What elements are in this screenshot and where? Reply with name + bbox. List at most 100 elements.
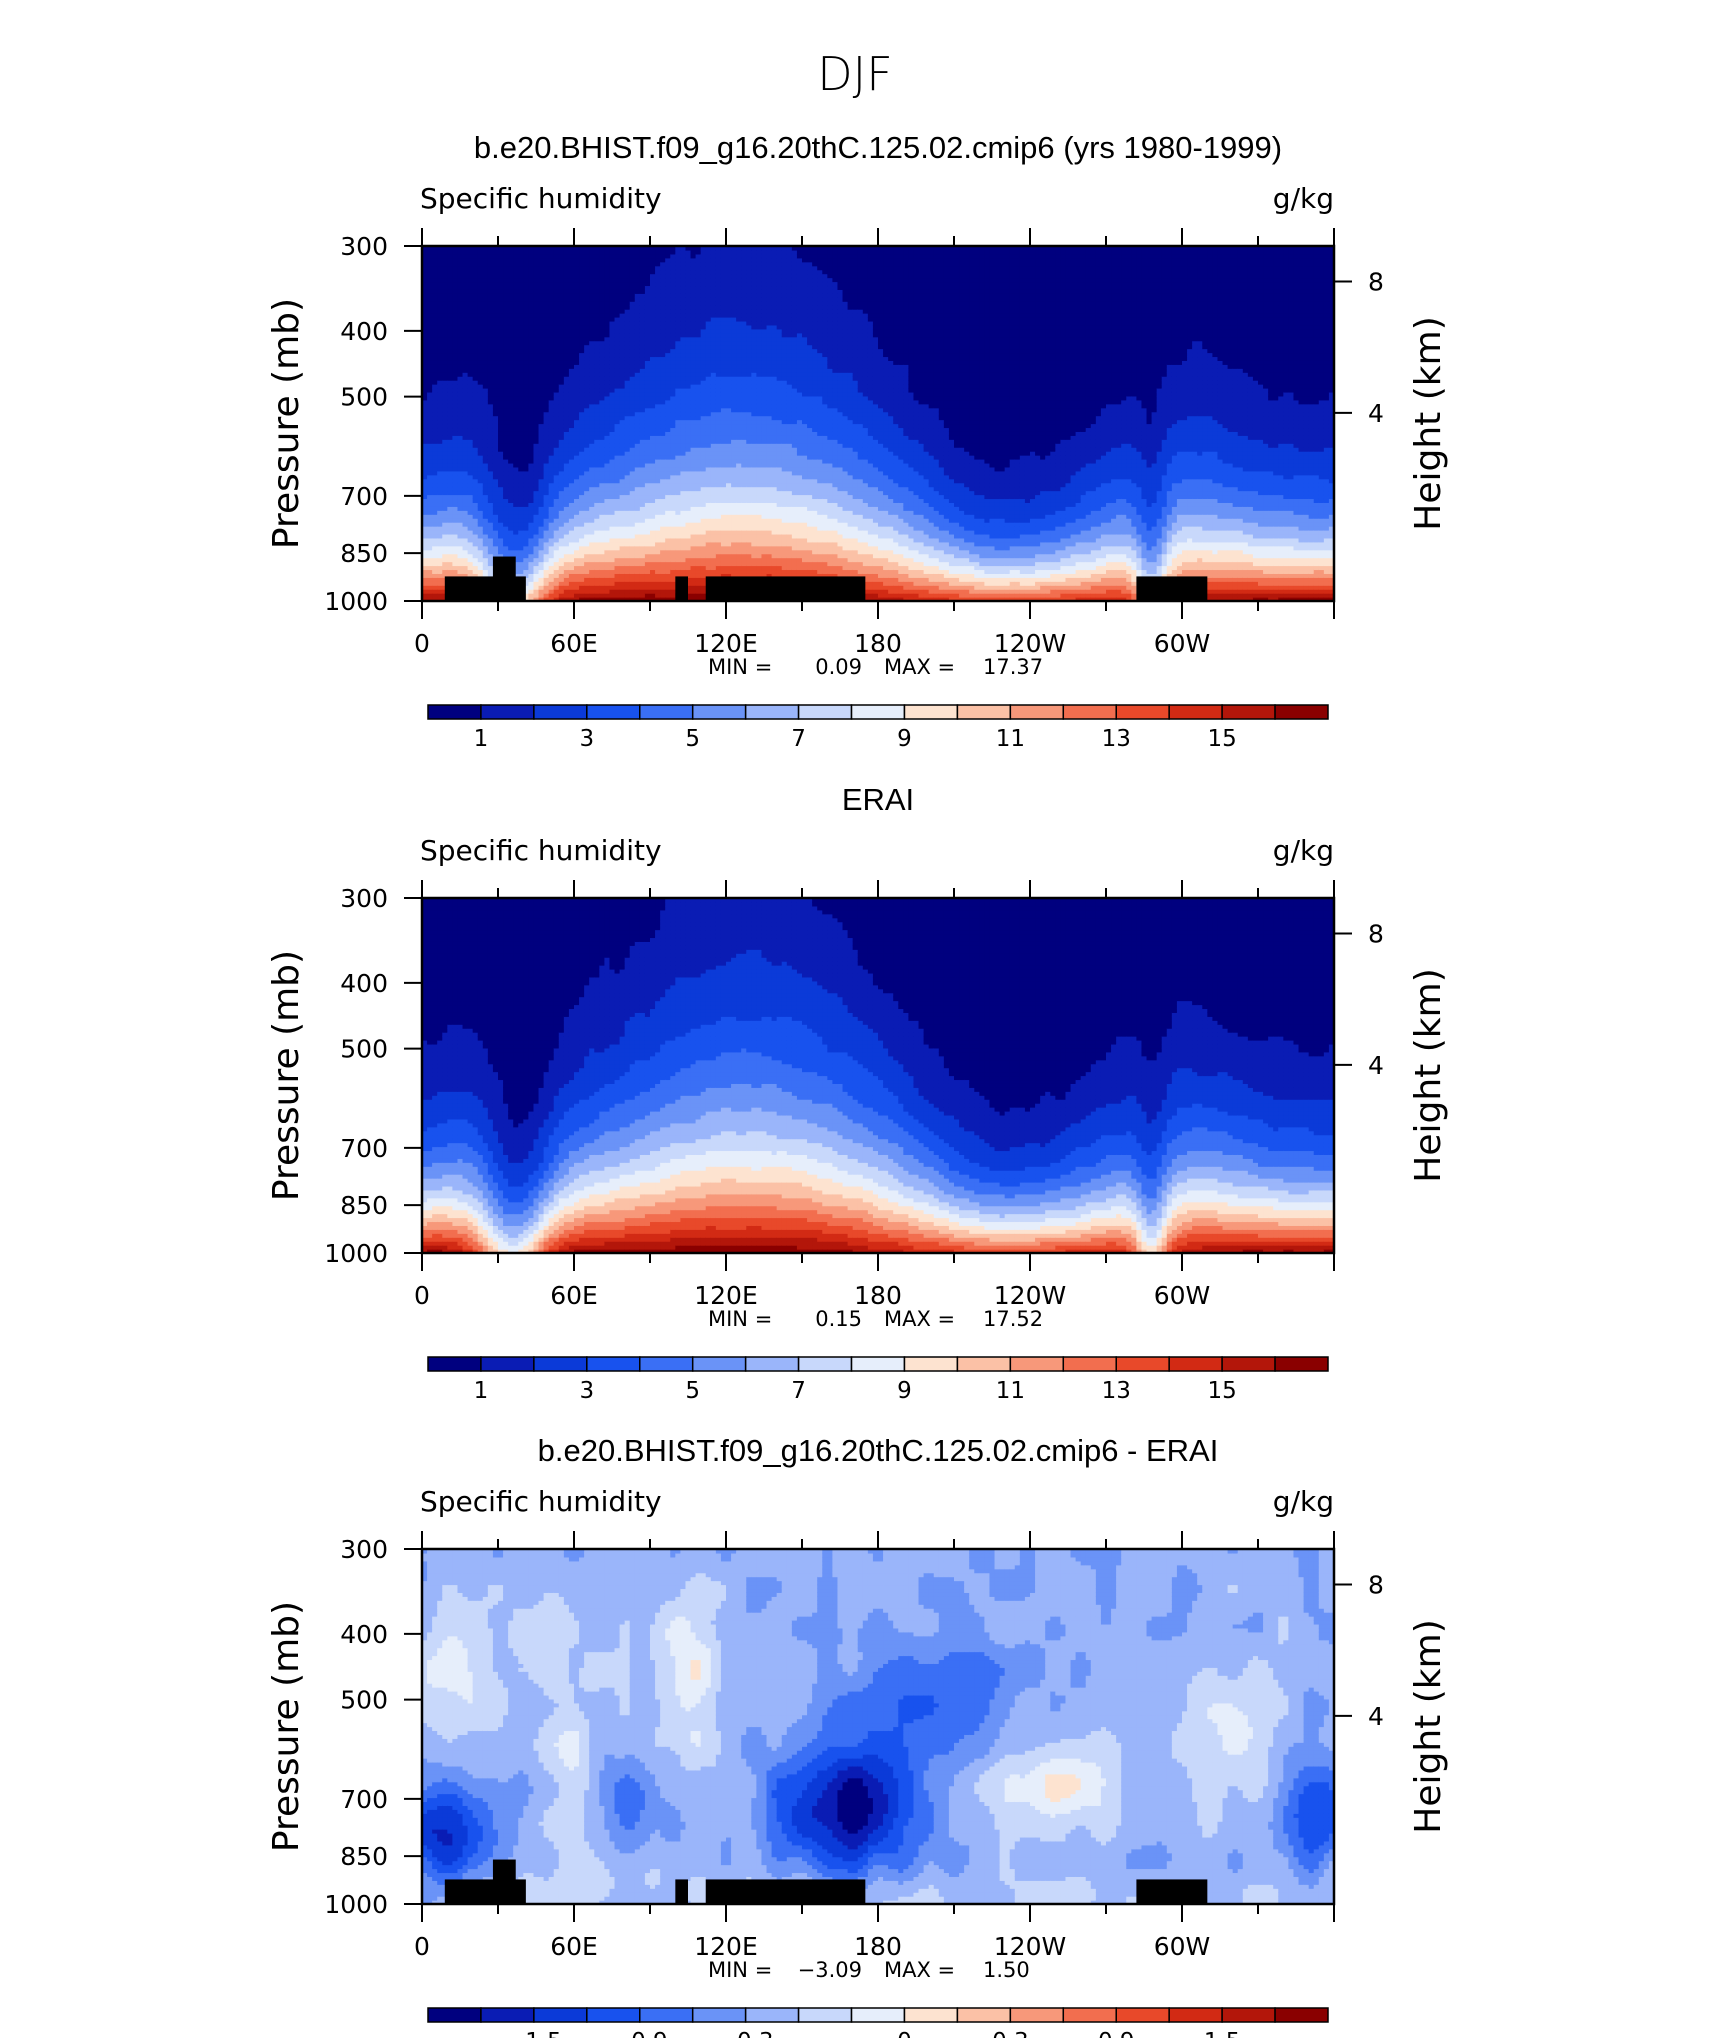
heatmap-cell: [660, 439, 666, 444]
heatmap-cell: [650, 424, 656, 429]
heatmap-cell: [604, 317, 610, 322]
heatmap-cell: [665, 554, 671, 559]
heatmap-cell: [625, 526, 631, 531]
heatmap-cell: [518, 554, 524, 559]
heatmap-cell: [473, 368, 479, 373]
heatmap-cell: [452, 384, 458, 389]
heatmap-cell: [549, 420, 555, 425]
heatmap-cell: [569, 289, 575, 294]
heatmap-cell: [523, 345, 529, 350]
heatmap-cell: [564, 530, 570, 535]
heatmap-cell: [579, 530, 585, 535]
heatmap-cell: [478, 368, 484, 373]
heatmap-cell: [442, 491, 448, 496]
heatmap-cell: [533, 463, 539, 468]
heatmap-cell: [665, 431, 671, 436]
heatmap-cell: [625, 530, 631, 535]
heatmap-cell: [549, 321, 555, 326]
heatmap-cell: [498, 483, 504, 488]
heatmap-cell: [650, 435, 656, 440]
heatmap-cell: [579, 341, 585, 346]
heatmap-cell: [427, 380, 433, 385]
heatmap-cell: [468, 270, 474, 275]
heatmap-cell: [432, 451, 438, 456]
heatmap-cell: [427, 274, 433, 279]
heatmap-cell: [427, 431, 433, 436]
heatmap-cell: [539, 305, 545, 310]
heatmap-cell: [569, 424, 575, 429]
heatmap-cell: [508, 368, 514, 373]
heatmap-cell: [599, 491, 605, 496]
heatmap-cell: [635, 404, 641, 409]
heatmap-cell: [447, 250, 453, 255]
heatmap-cell: [604, 420, 610, 425]
heatmap-cell: [442, 495, 448, 500]
heatmap-cell: [539, 522, 545, 527]
heatmap-cell: [599, 577, 605, 582]
heatmap-cell: [670, 581, 676, 586]
heatmap-cell: [655, 392, 661, 397]
heatmap-cell: [564, 581, 570, 586]
heatmap-cell: [584, 420, 590, 425]
heatmap-cell: [620, 329, 626, 334]
heatmap-cell: [635, 368, 641, 373]
heatmap-cell: [579, 337, 585, 342]
heatmap-cell: [437, 471, 443, 476]
heatmap-cell: [569, 514, 575, 519]
heatmap-cell: [604, 455, 610, 460]
heatmap-cell: [468, 376, 474, 381]
heatmap-cell: [579, 498, 585, 503]
heatmap-cell: [533, 431, 539, 436]
heatmap-cell: [630, 581, 636, 586]
heatmap-cell: [544, 538, 550, 543]
heatmap-cell: [478, 380, 484, 385]
heatmap-cell: [579, 250, 585, 255]
heatmap-cell: [670, 566, 676, 571]
heatmap-cell: [554, 569, 560, 574]
heatmap-cell: [498, 420, 504, 425]
heatmap-cell: [625, 585, 631, 590]
heatmap-cell: [442, 443, 448, 448]
heatmap-cell: [432, 266, 438, 271]
heatmap-cell: [523, 424, 529, 429]
heatmap-cell: [549, 577, 555, 582]
heatmap-cell: [549, 510, 555, 515]
heatmap-cell: [483, 333, 489, 338]
heatmap-cell: [640, 581, 646, 586]
heatmap-cell: [584, 498, 590, 503]
heatmap-cell: [604, 321, 610, 326]
heatmap-cell: [640, 451, 646, 456]
heatmap-cell: [478, 562, 484, 567]
heatmap-cell: [427, 502, 433, 507]
heatmap-cell: [625, 491, 631, 496]
heatmap-cell: [432, 282, 438, 287]
heatmap-cell: [508, 356, 514, 361]
heatmap-cell: [599, 408, 605, 413]
heatmap-cell: [478, 420, 484, 425]
heatmap-cell: [508, 258, 514, 263]
heatmap-cell: [539, 491, 545, 496]
heatmap-cell: [427, 282, 433, 287]
heatmap-cell: [559, 471, 565, 476]
heatmap-cell: [483, 262, 489, 267]
heatmap-cell: [539, 317, 545, 322]
heatmap-cell: [528, 471, 534, 476]
heatmap-cell: [483, 254, 489, 259]
heatmap-cell: [452, 546, 458, 551]
heatmap-cell: [620, 325, 626, 330]
heatmap-cell: [599, 353, 605, 358]
heatmap-cell: [427, 451, 433, 456]
heatmap-cell: [620, 384, 626, 389]
heatmap-cell: [589, 542, 595, 547]
heatmap-cell: [442, 420, 448, 425]
heatmap-cell: [473, 427, 479, 432]
heatmap-cell: [432, 502, 438, 507]
heatmap-cell: [447, 404, 453, 409]
heatmap-cell: [468, 431, 474, 436]
heatmap-cell: [539, 443, 545, 448]
heatmap-cell: [604, 360, 610, 365]
heatmap-cell: [574, 349, 580, 354]
heatmap-cell: [640, 554, 646, 559]
heatmap-cell: [670, 293, 676, 298]
heatmap-cell: [615, 313, 621, 318]
